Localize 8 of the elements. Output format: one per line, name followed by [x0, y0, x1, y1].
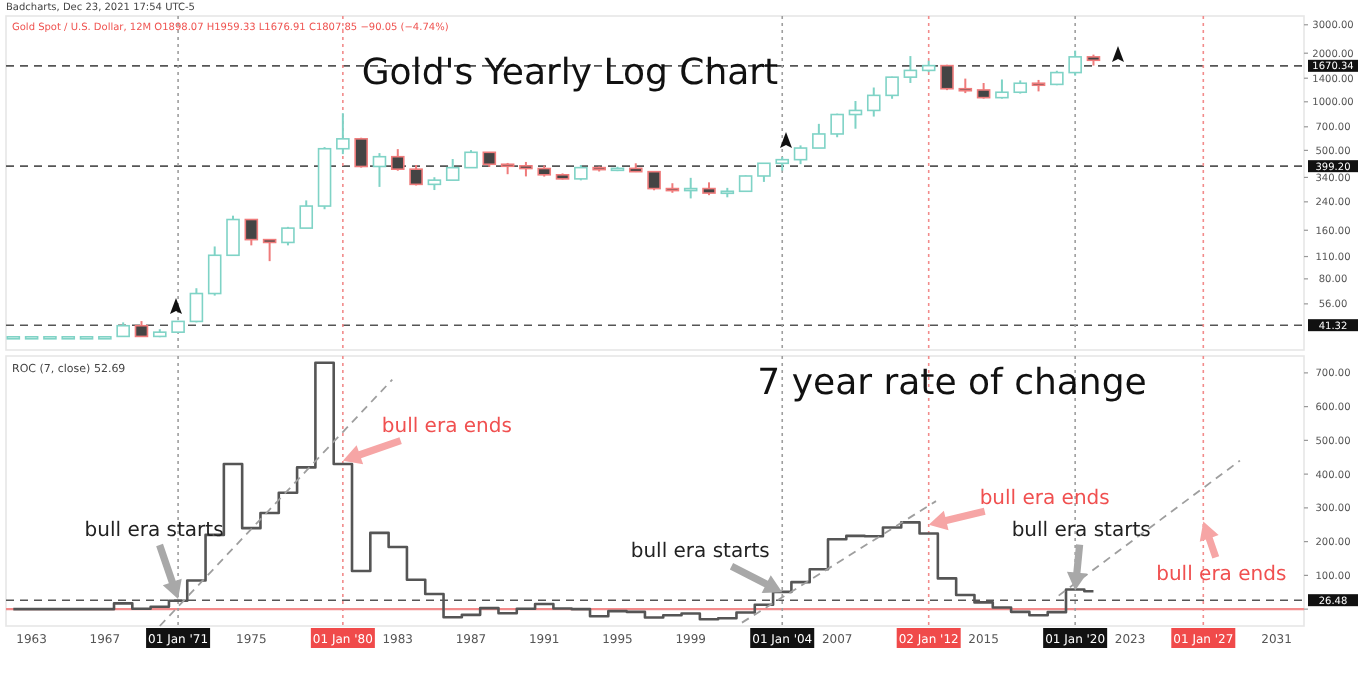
annotation: bull era ends [1156, 564, 1287, 587]
annotation: bull era starts [1011, 519, 1151, 542]
chart-title: 7 year rate of change [757, 362, 1147, 404]
annotation: bull era ends [979, 487, 1110, 510]
text: Gold's Yearly Log Chart [361, 52, 779, 94]
annotation: bull era starts [630, 541, 770, 564]
annotation: bull era ends [381, 415, 512, 438]
annotation: bull era starts [84, 520, 224, 542]
